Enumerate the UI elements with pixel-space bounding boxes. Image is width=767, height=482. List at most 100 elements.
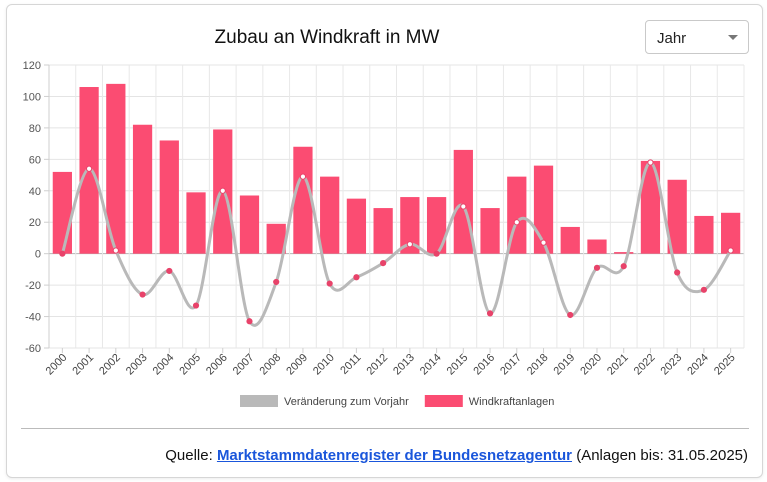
point-2024 — [700, 286, 708, 293]
point-2004 — [166, 267, 173, 275]
x-tick-label: 2007 — [231, 352, 257, 378]
point-2025 — [727, 247, 734, 254]
x-tick-label: 2000 — [44, 352, 70, 378]
point-2000 — [59, 250, 66, 257]
point-2023 — [674, 269, 681, 276]
x-tick-label: 2024 — [685, 352, 711, 378]
source-prefix: Quelle: — [165, 447, 213, 464]
x-tick-label: 2009 — [284, 352, 310, 378]
chevron-down-icon — [728, 35, 738, 40]
y-tick-label: 0 — [35, 249, 41, 261]
chart-card: Zubau an Windkraft in MW Jahr 120 100 80 60… — [6, 4, 763, 478]
chart-title: Zubau an Windkraft in MW — [214, 27, 440, 48]
x-tick-label: 2002 — [97, 352, 123, 378]
bar-2025 — [721, 212, 741, 254]
point-2006 — [219, 187, 226, 194]
period-select[interactable]: Jahr — [645, 20, 749, 54]
point-2010 — [326, 280, 333, 287]
x-tick-label: 2023 — [658, 352, 684, 378]
change-line-path — [60, 160, 732, 327]
point-2005 — [192, 302, 200, 309]
x-tick-label: 2014 — [418, 352, 444, 378]
legend-change-label: Veränderung zum Vorjahr — [284, 396, 409, 408]
x-tick-label: 2012 — [364, 352, 390, 378]
bar-2013 — [400, 197, 420, 254]
source-link[interactable]: Marktstammdatenregister der Bundesnetzag… — [216, 447, 573, 464]
x-tick-label: 2017 — [498, 352, 524, 378]
y-tick-label: 20 — [29, 217, 41, 229]
point-2020 — [593, 264, 601, 271]
bar-2023 — [667, 179, 687, 254]
legend-wind-label: Windkraftanlagen — [469, 396, 555, 408]
point-2015 — [460, 203, 467, 210]
bar-2007 — [239, 195, 260, 254]
bar-2003 — [132, 124, 153, 254]
x-tick-label: 2015 — [445, 352, 471, 378]
bar-2004 — [159, 140, 179, 254]
y-tick-label: 120 — [23, 60, 41, 72]
x-tick-label: 2006 — [204, 352, 230, 378]
x-tick-label: 2019 — [552, 352, 578, 378]
y-tick-label: -20 — [25, 280, 41, 292]
x-tick-label: 2001 — [70, 352, 96, 378]
bar-2021 — [614, 252, 634, 254]
divider — [21, 428, 749, 429]
bar-2012 — [373, 208, 393, 254]
bar-2010 — [320, 176, 340, 254]
legend-wind-swatch — [424, 395, 463, 407]
x-tick-label: 2011 — [338, 352, 363, 377]
point-2007 — [246, 318, 253, 325]
x-tick-label: 2003 — [124, 352, 150, 378]
x-tick-label: 2004 — [151, 352, 177, 378]
point-2013 — [406, 241, 413, 248]
bar-2011 — [346, 198, 367, 254]
point-2018 — [540, 239, 547, 246]
point-2016 — [486, 310, 494, 317]
bar-2009 — [293, 146, 313, 254]
bar-2014 — [426, 197, 447, 254]
bar-2020 — [587, 239, 607, 254]
y-tick-label: 100 — [23, 91, 41, 103]
x-tick-label: 2025 — [712, 352, 738, 378]
bar-2005 — [186, 192, 206, 254]
bar-2008 — [266, 223, 286, 254]
bar-2015 — [453, 149, 473, 254]
bar-2002 — [106, 83, 126, 254]
legend: Veränderung zum Vorjahr Windkraftanlagen — [240, 395, 554, 408]
point-2022 — [647, 159, 654, 166]
change-line — [59, 159, 734, 327]
x-tick-label: 2020 — [578, 352, 604, 378]
x-tick-label: 2013 — [391, 352, 417, 378]
source-suffix: (Anlagen bis: 31.05.2025) — [576, 447, 748, 464]
point-2011 — [353, 274, 360, 281]
point-2001 — [85, 165, 93, 172]
y-tick-label: 40 — [29, 186, 41, 198]
x-tick-label: 2005 — [177, 352, 203, 378]
point-2008 — [273, 278, 280, 286]
source-line: Quelle: Marktstammdatenregister der Bund… — [165, 447, 748, 464]
x-tick-label: 2021 — [605, 352, 631, 378]
x-tick-label: 2016 — [471, 352, 497, 378]
bar-2016 — [480, 208, 500, 254]
point-2009 — [299, 173, 307, 180]
bar-2000 — [52, 171, 72, 254]
y-tick-label: 60 — [29, 154, 41, 166]
point-2003 — [139, 291, 146, 298]
y-tick-label: -60 — [25, 343, 41, 355]
bar-2019 — [560, 226, 580, 254]
point-2021 — [620, 263, 627, 270]
x-tick-label: 2008 — [258, 352, 284, 378]
point-2002 — [112, 247, 119, 254]
y-tick-label: -40 — [25, 312, 41, 324]
bar-2024 — [694, 215, 714, 254]
legend-change-swatch — [240, 395, 278, 407]
grid — [48, 64, 745, 349]
point-2019 — [567, 311, 574, 319]
point-2014 — [433, 250, 440, 257]
point-2017 — [513, 219, 520, 226]
bar-2022 — [640, 160, 661, 254]
point-2012 — [380, 260, 387, 267]
x-tick-label: 2018 — [525, 352, 551, 378]
period-select-value: Jahr — [657, 30, 687, 47]
